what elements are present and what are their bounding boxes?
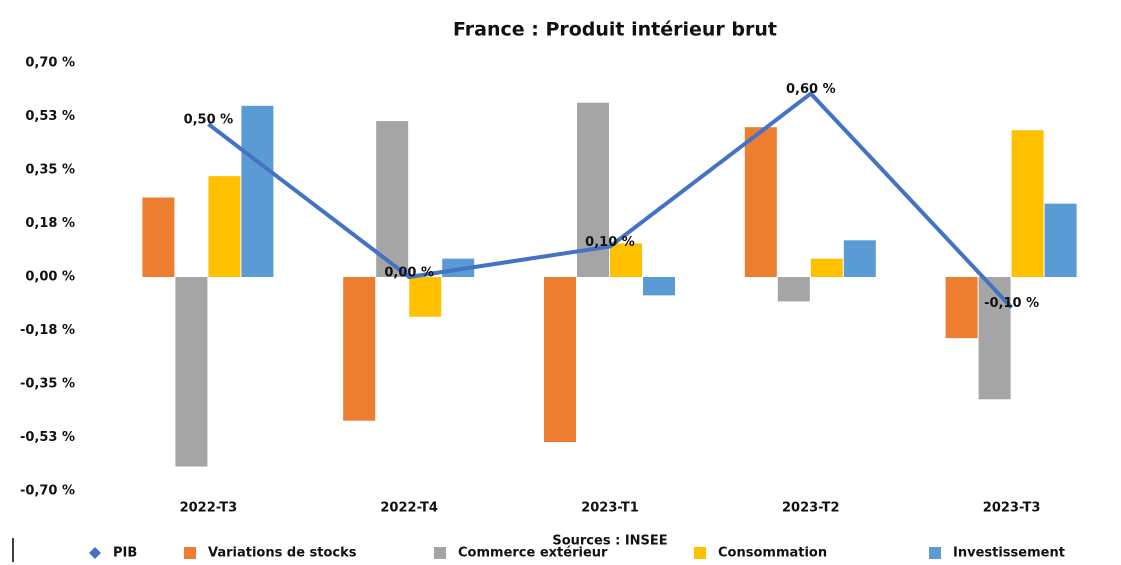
bar [343,277,376,421]
bar [744,127,777,277]
bar [843,240,876,277]
chart-title: France : Produit intérieur brut [453,19,777,41]
x-tick-label: 2022-T4 [380,501,438,516]
data-label: 0,60 % [786,82,836,97]
bar [643,277,675,296]
bar [208,176,241,277]
y-tick-label: 0,53 % [25,109,75,124]
bar [945,277,978,339]
data-label: 0,50 % [184,113,234,128]
bar [544,277,576,443]
legend-marker [929,547,941,559]
line [207,90,1014,309]
legend-label: Investissement [953,546,1065,561]
legend-marker [184,547,196,559]
x-tick-label: 2023-T1 [581,501,639,516]
bar [142,197,175,277]
legend-label: Variations de stocks [208,546,357,561]
y-tick-label: -0,53 % [20,430,75,445]
bar [241,105,274,277]
y-tick-label: 0,35 % [25,163,75,178]
y-tick-label: 0,00 % [25,270,75,285]
legend-label: Consommation [718,546,827,561]
bar [777,277,810,302]
data-label: 0,10 % [585,235,635,250]
y-tick-label: 0,18 % [25,216,75,231]
bar [175,277,208,467]
y-tick-label: 0,70 % [25,56,75,71]
bar [610,243,642,277]
bar [376,121,409,277]
legend-marker [694,547,706,559]
data-label: 0,00 % [384,266,434,281]
y-tick-label: -0,35 % [20,377,75,392]
y-tick-label: -0,18 % [20,323,75,338]
x-tick-label: 2022-T3 [180,501,238,516]
legend-label: Commerce extérieur [458,546,608,561]
bar [409,277,442,317]
x-tick-label: 2023-T2 [782,501,840,516]
legend-marker [89,547,101,559]
x-tick-label: 2023-T3 [983,501,1041,516]
bar [810,258,843,277]
bar [1011,130,1044,277]
legend-marker [434,547,446,559]
y-tick-label: -0,70 % [20,484,75,499]
bar [978,277,1011,400]
data-label: -0,10 % [984,296,1039,311]
bar [1044,203,1077,277]
legend-label: PIB [113,546,137,561]
source: Sources : INSEE [552,534,667,549]
